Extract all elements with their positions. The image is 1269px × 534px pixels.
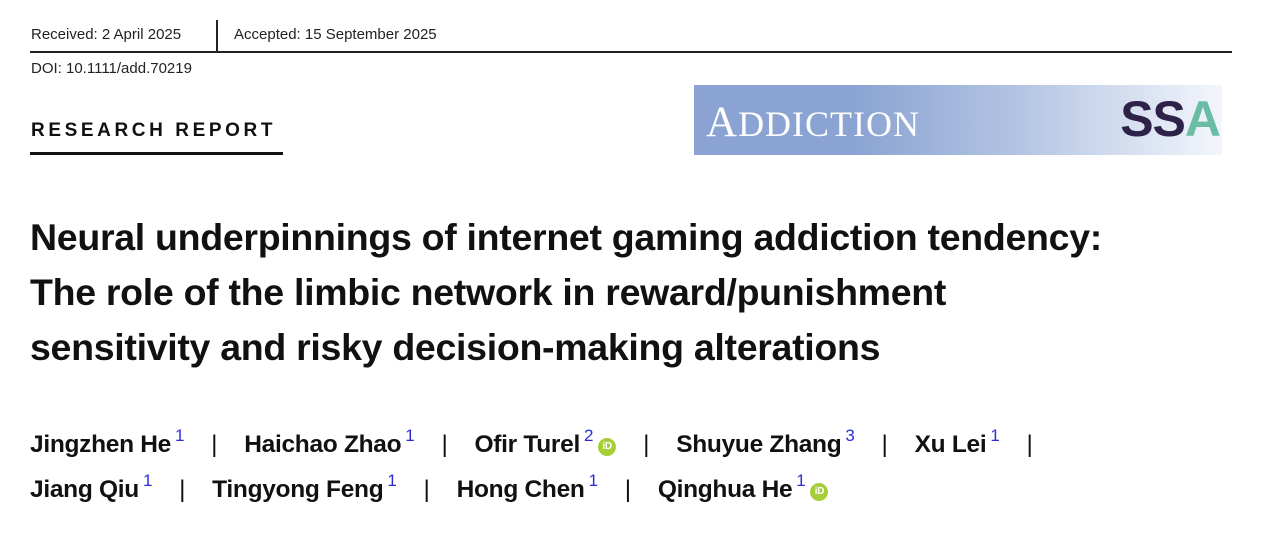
author[interactable]: Xu Lei 1 xyxy=(914,426,1000,458)
received-date: Received: 2 April 2025 xyxy=(31,26,182,43)
header-rule xyxy=(30,51,1232,53)
author[interactable]: Ofir Turel 2iD xyxy=(475,426,617,458)
journal-banner: ADDICTION SSA xyxy=(694,85,1222,155)
author[interactable]: Tingyong Feng 1 xyxy=(212,471,397,503)
author[interactable]: Jingzhen He 1 xyxy=(30,426,185,458)
title-line: The role of the limbic network in reward… xyxy=(30,271,947,313)
title-line: Neural underpinnings of internet gaming … xyxy=(30,216,1102,258)
author[interactable]: Jiang Qiu 1 xyxy=(30,471,153,503)
author-line-2: Jiang Qiu 1 | Tingyong Feng 1 | Hong Chen 1 | Qin… xyxy=(30,471,829,504)
article-title: Neural underpinnings of internet gaming … xyxy=(30,210,1102,375)
author[interactable]: Qinghua He 1iD xyxy=(658,471,829,503)
accepted-date: Accepted: 15 September 2025 xyxy=(234,26,437,43)
author-line-1: Jingzhen He 1 | Haichao Zhao 1 | Ofir Turel 2iD… xyxy=(30,426,1033,458)
journal-name: ADDICTION xyxy=(706,99,921,146)
doi[interactable]: DOI: 10.1111/add.70219 xyxy=(31,60,192,77)
author[interactable]: Hong Chen 1 xyxy=(456,471,598,503)
title-line: sensitivity and risky decision-making al… xyxy=(30,326,881,368)
ssa-logo: SSA xyxy=(1120,91,1221,147)
section-underline xyxy=(30,152,283,155)
author[interactable]: Haichao Zhao 1 xyxy=(244,426,415,458)
divider xyxy=(216,20,218,51)
orcid-icon[interactable]: iD xyxy=(598,438,617,456)
section-label: RESEARCH REPORT xyxy=(31,120,277,141)
author[interactable]: Shuyue Zhang 3 xyxy=(676,426,855,458)
orcid-icon[interactable]: iD xyxy=(810,483,829,501)
